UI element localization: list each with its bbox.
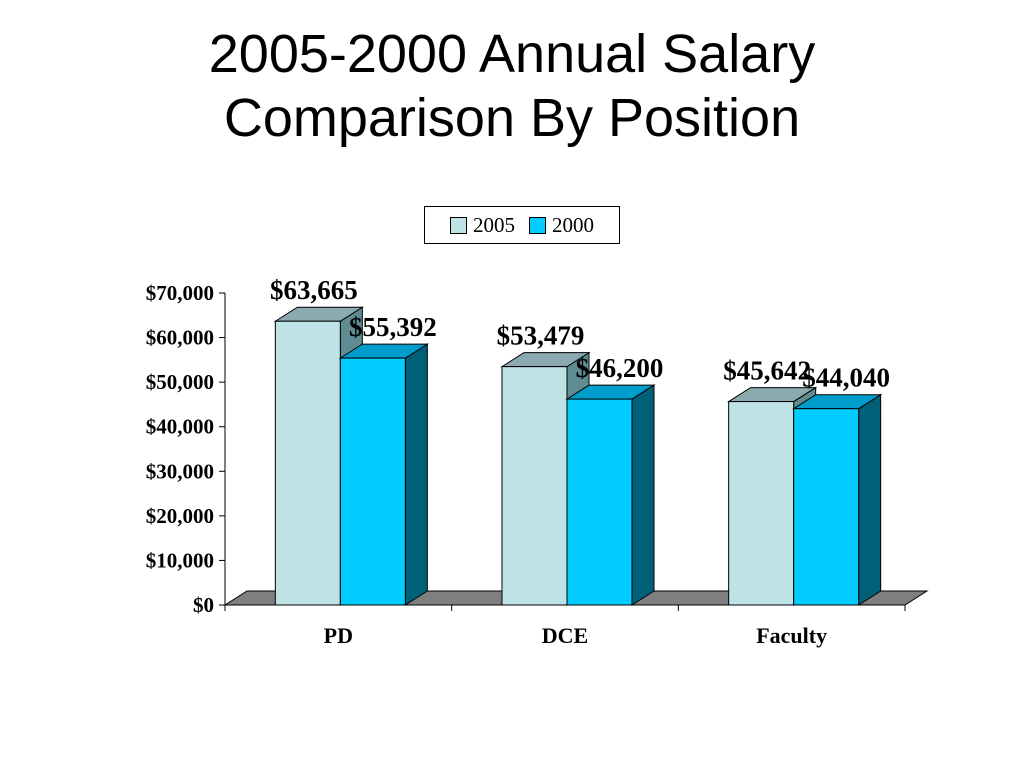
data-label-pd-2000: $55,392 <box>349 312 437 342</box>
category-label-faculty: Faculty <box>756 623 827 648</box>
data-label-faculty-2000: $44,040 <box>802 363 890 393</box>
data-label-dce-2005: $53,479 <box>497 321 585 351</box>
y-tick-label: $20,000 <box>146 504 214 528</box>
y-tick-label: $50,000 <box>146 370 214 394</box>
legend-label-2000: 2000 <box>552 212 594 237</box>
category-label-pd: PD <box>324 623 353 648</box>
legend-item-2000: 2000 <box>529 213 594 238</box>
bar-side-pd-2000 <box>404 343 428 606</box>
data-label-dce-2000: $46,200 <box>576 353 664 383</box>
y-tick-label: $40,000 <box>146 415 214 439</box>
y-tick-label: $30,000 <box>146 459 214 483</box>
bar-faculty-2005 <box>728 401 795 606</box>
y-tick-label: $60,000 <box>146 326 214 350</box>
bar-faculty-2000 <box>793 408 860 606</box>
legend-item-2005: 2005 <box>450 213 515 238</box>
legend-label-2005: 2005 <box>473 212 515 237</box>
y-tick-label: $0 <box>193 593 214 617</box>
bar-side-dce-2000 <box>631 384 655 606</box>
title-line-2: Comparison By Position <box>223 88 801 148</box>
bar-dce-2000 <box>566 398 633 606</box>
bar-dce-2005 <box>501 366 568 606</box>
y-tick-label: $70,000 <box>146 281 214 305</box>
data-label-faculty-2005: $45,642 <box>723 356 811 386</box>
bar-pd-2000 <box>339 357 406 606</box>
legend-swatch-2000 <box>529 216 546 234</box>
title-line-1: 2005-2000 Annual Salary <box>208 24 816 84</box>
y-tick-label: $10,000 <box>146 548 214 572</box>
chart-legend: 2005 2000 <box>424 206 620 244</box>
category-label-dce: DCE <box>542 623 588 648</box>
slide-title: 2005-2000 Annual Salary Comparison By Po… <box>0 22 1024 150</box>
bar-pd-2005 <box>274 320 341 606</box>
legend-swatch-2005 <box>450 216 467 234</box>
bar-side-faculty-2000 <box>858 393 882 606</box>
data-label-pd-2005: $63,665 <box>270 275 358 305</box>
